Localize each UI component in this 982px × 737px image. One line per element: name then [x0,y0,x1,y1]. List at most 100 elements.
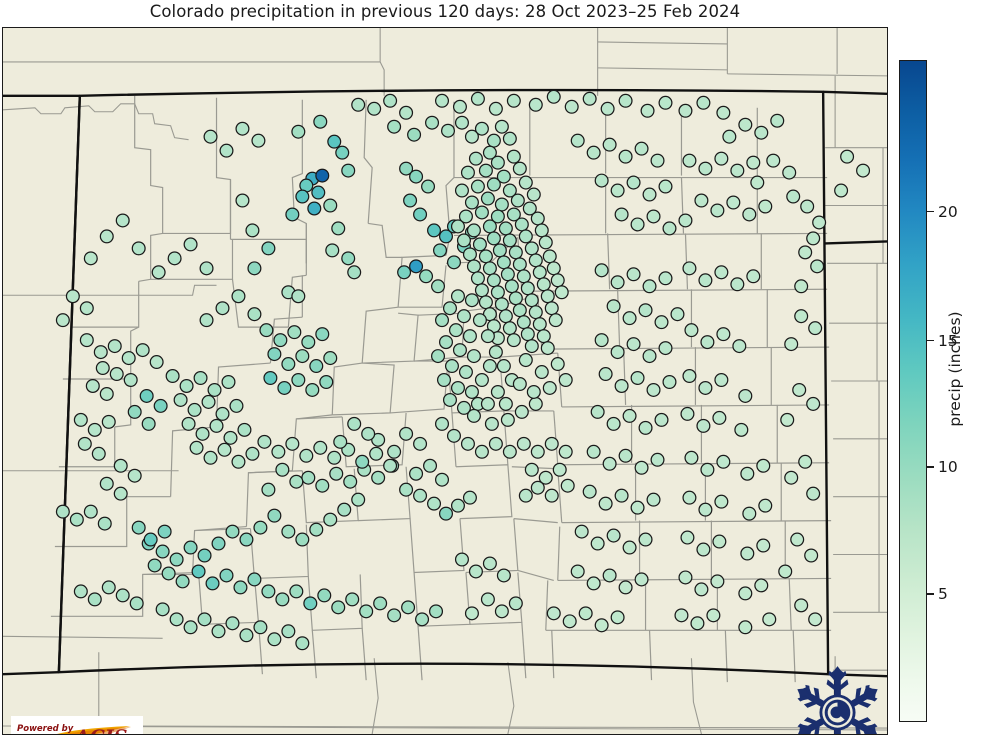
station-marker[interactable] [698,502,713,517]
station-marker[interactable] [225,524,240,539]
station-marker[interactable] [474,121,489,136]
station-marker[interactable] [618,448,633,463]
station-marker[interactable] [413,207,428,222]
station-marker[interactable] [770,113,785,128]
station-marker[interactable] [792,382,807,397]
station-marker[interactable] [87,592,102,607]
station-marker[interactable] [674,608,689,623]
station-marker[interactable] [387,608,402,623]
station-marker[interactable] [658,271,673,286]
station-marker[interactable] [113,458,128,473]
station-marker[interactable] [502,183,517,198]
station-marker[interactable] [726,195,741,210]
station-marker[interactable] [189,440,204,455]
station-marker[interactable] [494,197,509,212]
station-marker[interactable] [532,317,547,332]
station-marker[interactable] [574,524,589,539]
station-marker[interactable] [401,600,416,615]
station-marker[interactable] [804,548,819,563]
station-marker[interactable] [758,498,773,513]
station-marker[interactable] [219,143,234,158]
station-marker[interactable] [203,450,218,465]
station-marker[interactable] [458,365,473,380]
station-marker[interactable] [113,486,128,501]
station-marker[interactable] [79,333,94,348]
station-marker[interactable] [450,498,465,513]
station-marker[interactable] [281,624,296,639]
station-marker[interactable] [806,231,821,246]
station-marker[interactable] [462,247,477,262]
station-marker[interactable] [478,163,493,178]
station-marker[interactable] [470,91,485,106]
station-marker[interactable] [606,528,621,543]
station-marker[interactable] [508,245,523,260]
station-marker[interactable] [542,380,557,395]
station-marker[interactable] [331,600,346,615]
station-marker[interactable] [464,384,479,399]
station-marker[interactable] [524,241,539,256]
station-marker[interactable] [734,422,749,437]
station-marker[interactable] [371,470,386,485]
station-marker[interactable] [456,400,471,415]
station-marker[interactable] [275,462,290,477]
station-marker[interactable] [245,223,260,238]
station-marker[interactable] [500,412,515,427]
station-marker[interactable] [650,153,665,168]
station-marker[interactable] [634,572,649,587]
station-marker[interactable] [504,279,519,294]
station-marker[interactable] [540,341,555,356]
station-marker[interactable] [634,141,649,156]
station-marker[interactable] [696,95,711,110]
station-marker[interactable] [602,137,617,152]
station-marker[interactable] [223,430,238,445]
station-marker[interactable] [211,624,226,639]
station-marker[interactable] [742,207,757,222]
station-marker[interactable] [285,207,300,222]
station-marker[interactable] [323,351,338,366]
station-marker[interactable] [229,398,244,413]
station-marker[interactable] [299,448,314,463]
station-marker[interactable] [516,269,531,284]
station-marker[interactable] [502,444,517,459]
station-marker[interactable] [99,229,114,244]
station-marker[interactable] [450,289,465,304]
station-marker[interactable] [347,265,362,280]
station-marker[interactable] [472,313,487,328]
station-marker[interactable] [301,335,316,350]
station-marker[interactable] [784,337,799,352]
station-marker[interactable] [397,265,412,280]
station-marker[interactable] [460,436,475,451]
station-marker[interactable] [642,187,657,202]
station-marker[interactable] [614,378,629,393]
station-marker[interactable] [528,97,543,112]
station-marker[interactable] [468,564,483,579]
station-marker[interactable] [474,444,489,459]
station-marker[interactable] [790,532,805,547]
station-marker[interactable] [442,392,457,407]
station-marker[interactable] [155,544,170,559]
station-marker[interactable] [482,145,497,160]
station-marker[interactable] [231,454,246,469]
station-marker[interactable] [267,632,282,647]
station-marker[interactable] [275,592,290,607]
station-marker[interactable] [746,269,761,284]
station-marker[interactable] [590,404,605,419]
station-marker[interactable] [626,267,641,282]
station-marker[interactable] [786,189,801,204]
station-marker[interactable] [247,261,262,276]
station-marker[interactable] [438,229,454,244]
station-marker[interactable] [131,520,146,535]
station-marker[interactable] [73,584,88,599]
station-marker[interactable] [486,273,501,288]
station-marker[interactable] [546,261,561,276]
station-marker[interactable] [706,608,721,623]
station-marker[interactable] [730,163,745,178]
station-marker[interactable] [518,229,533,244]
station-marker[interactable] [211,536,226,551]
station-marker[interactable] [195,426,210,441]
station-marker[interactable] [714,494,729,509]
station-marker[interactable] [478,295,493,310]
station-marker[interactable] [562,614,577,629]
station-marker[interactable] [490,384,505,399]
station-marker[interactable] [808,612,823,627]
